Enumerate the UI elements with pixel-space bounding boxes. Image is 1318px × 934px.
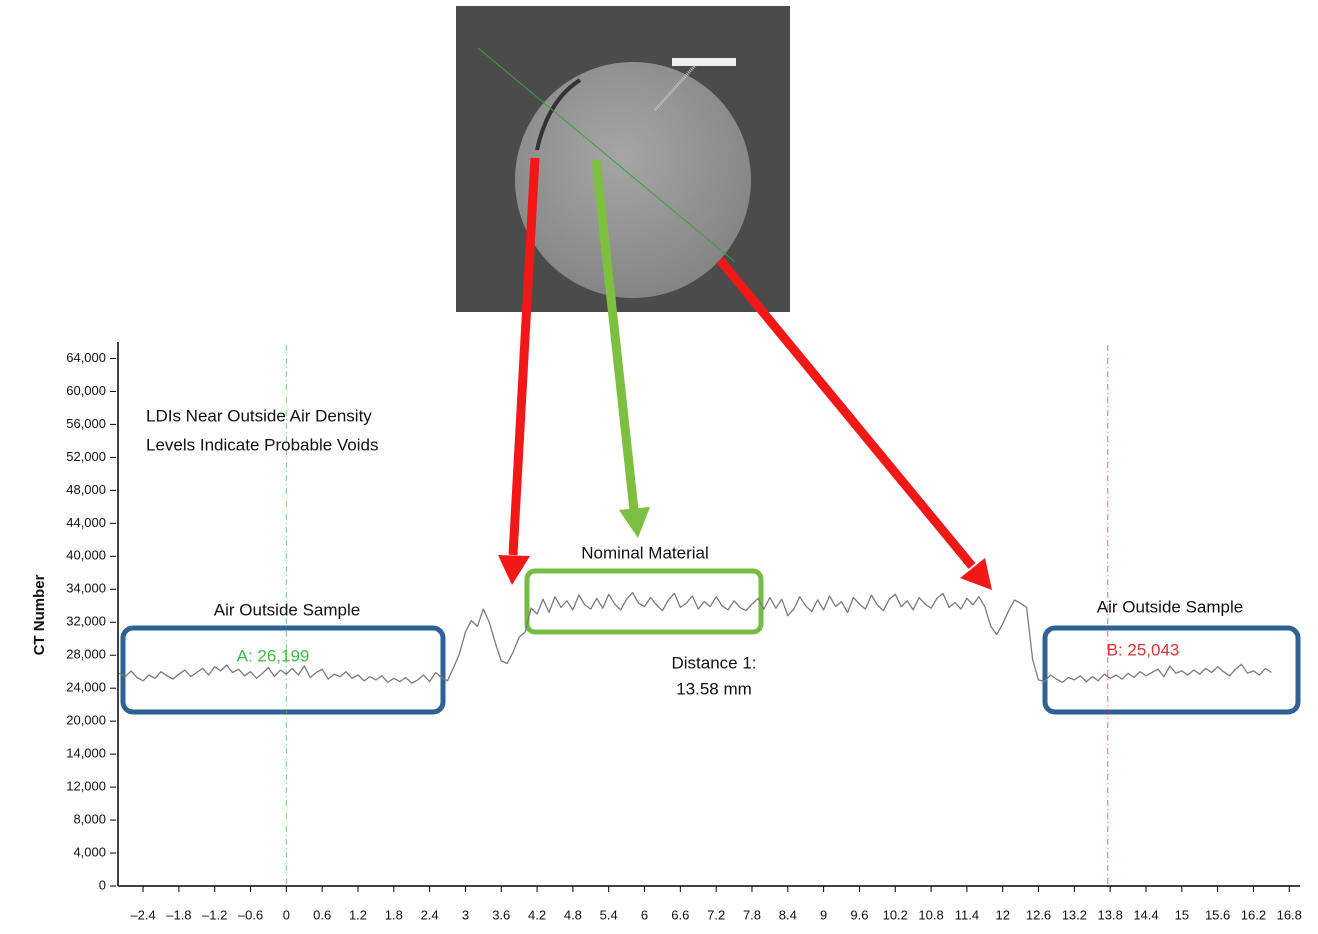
y-tick-label: 4,000	[73, 844, 106, 859]
x-tick-label: 0	[283, 907, 290, 922]
cursor-label: B: 25,043	[1107, 640, 1180, 659]
annotation: Air Outside Sample	[1097, 597, 1243, 616]
y-tick-label: 24,000	[66, 680, 106, 695]
y-tick-label: 28,000	[66, 647, 106, 662]
y-tick-label: 20,000	[66, 713, 106, 728]
profile-line	[118, 591, 1272, 684]
plot: 0 4,000 8,000 12,000 14,000 20,000 24,000 28,00…	[66, 342, 1302, 922]
x-tick-label: 14.4	[1133, 907, 1158, 922]
y-tick-label: 12,000	[66, 779, 106, 794]
x-tick-label: 16.2	[1241, 907, 1266, 922]
x-tick-label: 16.8	[1277, 907, 1302, 922]
y-tick-label: 34,000	[66, 581, 106, 596]
x-tick-label: 10.2	[883, 907, 908, 922]
x-tick-label: 4.2	[528, 907, 546, 922]
x-tick-label: 7.8	[743, 907, 761, 922]
annotation: Distance 1:	[671, 653, 756, 672]
x-tick-label: 1.2	[349, 907, 367, 922]
annotation: Levels Indicate Probable Voids	[146, 435, 379, 454]
x-tick-label: 13.8	[1098, 907, 1123, 922]
x-tick-label: 4.8	[564, 907, 582, 922]
boxes	[120, 568, 1301, 715]
y-axis-label: CT Number	[31, 574, 48, 655]
x-tick-label: 5.4	[600, 907, 618, 922]
cursor-label: A: 26,199	[237, 646, 310, 665]
x-tick-label: 9.6	[850, 907, 868, 922]
x-tick-label: 11.4	[955, 907, 979, 922]
x-tick-label: 13.2	[1062, 907, 1087, 922]
x-tick-label: 1.8	[385, 907, 403, 922]
y-tick-label: 8,000	[73, 811, 106, 826]
x-tick-label: 3.6	[492, 907, 510, 922]
y-tick-label: 40,000	[66, 548, 106, 563]
y-tick-label: 56,000	[66, 416, 106, 431]
x-tick-label: –1.8	[166, 907, 191, 922]
y-tick-label: 0	[99, 877, 106, 892]
annotation: Nominal Material	[581, 543, 709, 562]
x-tick-label: 15.6	[1205, 907, 1230, 922]
y-tick-label: 64,000	[66, 350, 106, 365]
y-tick-label: 48,000	[66, 482, 106, 497]
x-tick-label: 15	[1175, 907, 1189, 922]
ct-image	[456, 6, 790, 312]
x-tick-label: 3	[462, 907, 469, 922]
x-tick-label: 12.6	[1026, 907, 1051, 922]
annotation: Air Outside Sample	[214, 600, 360, 619]
x-tick-label: 10.8	[918, 907, 943, 922]
y-tick-label: 32,000	[66, 614, 106, 629]
x-tick-label: 6.6	[671, 907, 689, 922]
y-tick-label: 60,000	[66, 383, 106, 398]
x-tick-label: –0.6	[238, 907, 263, 922]
x-tick-label: 8.4	[779, 907, 797, 922]
x-tick-label: 9	[820, 907, 827, 922]
annotation: LDIs Near Outside Air Density	[146, 406, 372, 425]
x-tick-label: 2.4	[421, 907, 439, 922]
arrows	[498, 157, 992, 590]
y-tick-label: 52,000	[66, 449, 106, 464]
x-tick-label: 0.6	[313, 907, 331, 922]
x-tick-label: 12	[995, 907, 1009, 922]
annotation: 13.58 mm	[676, 679, 752, 698]
y-tick-label: 14,000	[66, 746, 106, 761]
x-tick-label: 7.2	[707, 907, 725, 922]
y-tick-label: 44,000	[66, 515, 106, 530]
x-tick-label: 6	[641, 907, 648, 922]
x-tick-label: –2.4	[130, 907, 155, 922]
x-tick-label: –1.2	[202, 907, 227, 922]
